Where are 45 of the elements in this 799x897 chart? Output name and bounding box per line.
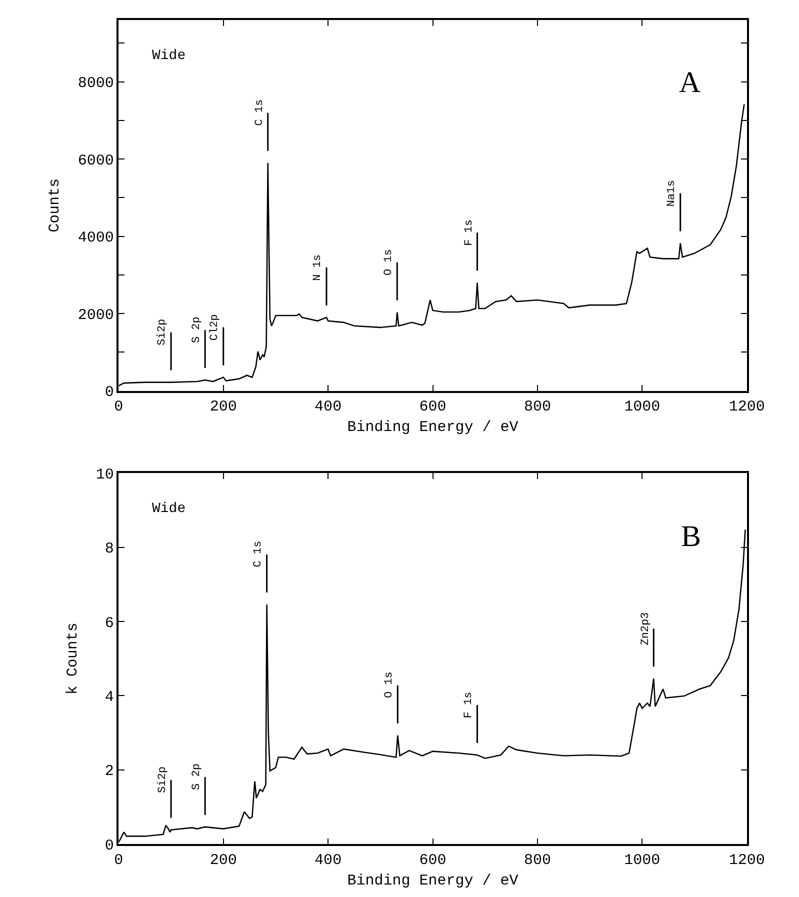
annotation: O 1s [383, 672, 396, 698]
x-tick-label: 1200 [728, 852, 765, 869]
annotation: S 2p [191, 316, 204, 344]
annotation: Wide [152, 48, 186, 64]
x-tick-label: 800 [524, 852, 551, 869]
y-axis-title: k Counts [64, 622, 82, 695]
annotation: F 1s [463, 692, 476, 718]
annotation: C 1s [254, 99, 266, 126]
y-tick-label: 0 [104, 837, 114, 854]
x-tick-label: 400 [314, 852, 342, 869]
y-tick-label: 8000 [78, 75, 114, 92]
annotation: O 1s [382, 249, 395, 276]
y-tick-label: 6 [104, 614, 114, 632]
y-tick-label: 0 [104, 384, 114, 402]
x-tick-label: 600 [419, 852, 446, 869]
annotation: S 2p [191, 764, 204, 790]
annotation: B [681, 520, 702, 553]
x-tick-label: 1000 [624, 852, 660, 869]
y-tick-label: 8 [104, 540, 114, 558]
x-tick-label: 800 [524, 398, 551, 416]
x-tick-label: 600 [419, 398, 446, 416]
y-tick-label: 6000 [78, 152, 114, 170]
x-tick-label: 1000 [624, 398, 660, 416]
annotation: Zn2p3 [640, 612, 652, 646]
x-tick-label: 200 [210, 852, 237, 869]
annotation: Na1s [666, 180, 678, 207]
y-tick-label: 2000 [78, 306, 114, 324]
annotation: N 1s [312, 254, 324, 281]
annotation: A [679, 66, 701, 99]
x-axis-title: Binding Energy / eV [347, 419, 518, 436]
x-tick-label: 1200 [728, 398, 765, 416]
x-tick-label: 400 [314, 398, 342, 416]
y-tick-label: 10 [96, 466, 114, 484]
y-tick-label: 2 [104, 763, 114, 780]
annotation: Si2p [157, 766, 170, 793]
annotation: F 1s [464, 219, 476, 246]
annotation: Si2p [156, 318, 169, 346]
annotation: Cl2p [209, 314, 222, 341]
annotation: C 1s [252, 540, 264, 568]
y-tick-label: 4000 [78, 230, 114, 247]
annotation: Wide [152, 501, 186, 517]
x-tick-label: 200 [210, 398, 237, 416]
x-axis-title: Binding Energy / eV [347, 872, 518, 890]
y-axis-title: Counts [46, 178, 64, 232]
y-tick-label: 4 [104, 688, 114, 706]
